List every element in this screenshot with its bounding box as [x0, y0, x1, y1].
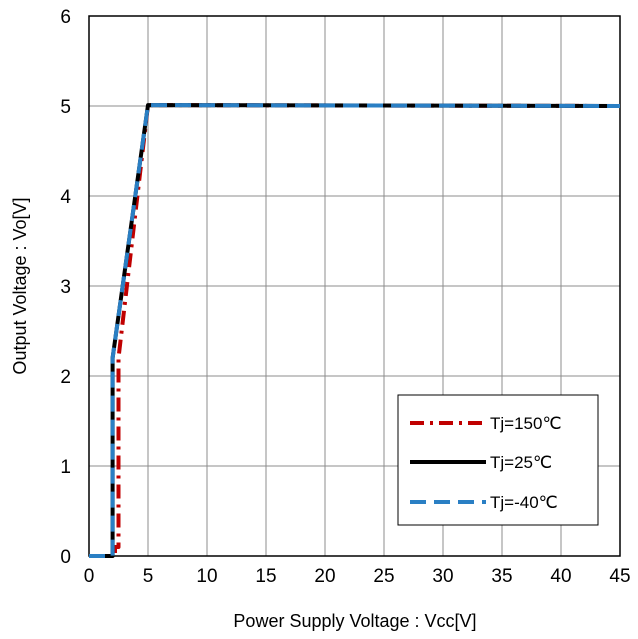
legend: Tj=150℃ Tj=25℃ Tj=-40℃ — [397, 394, 599, 526]
x-axis-title: Power Supply Voltage : Vcc[V] — [233, 611, 476, 631]
x-tick-label: 5 — [143, 566, 154, 587]
series-line-0 — [89, 103, 621, 558]
y-tick-label: 2 — [60, 367, 71, 388]
legend-label-tj150: Tj=150℃ — [490, 414, 562, 433]
x-tick-label: 30 — [432, 566, 453, 587]
y-tick-label: 0 — [60, 547, 71, 568]
x-tick-label: 10 — [196, 566, 217, 587]
x-tick-label: 45 — [609, 566, 630, 587]
y-tick-label: 4 — [60, 187, 71, 208]
legend-label-tj-40: Tj=-40℃ — [490, 493, 558, 512]
plot-area-frame — [88, 15, 621, 557]
x-tick-label: 40 — [550, 566, 571, 587]
x-tick-label: 35 — [491, 566, 512, 587]
y-tick-labels: 0 1 2 3 4 5 6 — [60, 7, 71, 568]
series-layer — [89, 103, 621, 558]
x-tick-label: 25 — [373, 566, 394, 587]
x-tick-labels: 0 5 10 15 20 25 30 35 40 45 — [84, 566, 631, 587]
series-line-2 — [89, 103, 621, 558]
x-tick-label: 15 — [255, 566, 276, 587]
y-axis-title: Output Voltage : Vo[V] — [10, 197, 30, 374]
y-tick-label: 1 — [60, 457, 71, 478]
y-tick-label: 6 — [60, 7, 71, 28]
y-tick-label: 3 — [60, 277, 71, 298]
x-tick-label: 20 — [314, 566, 335, 587]
y-tick-label: 5 — [60, 97, 71, 118]
legend-label-tj25: Tj=25℃ — [490, 453, 552, 472]
x-tick-label: 0 — [84, 566, 95, 587]
